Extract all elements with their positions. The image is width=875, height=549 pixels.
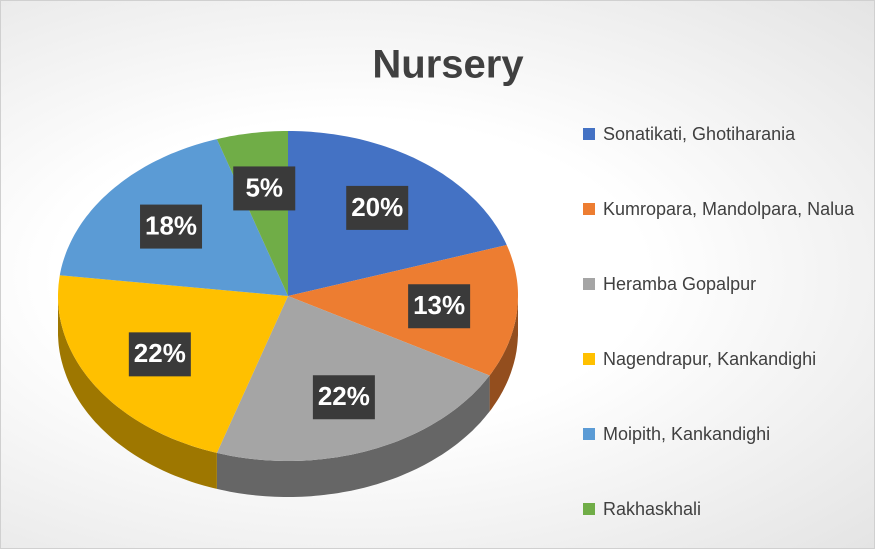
label-box — [346, 185, 409, 230]
legend-label: Nagendrapur, Kankandighi — [603, 349, 817, 369]
slice-side — [58, 296, 217, 489]
slice-side — [489, 296, 518, 412]
legend-swatch — [583, 353, 595, 365]
legend-swatch — [583, 278, 595, 290]
data-label: 22% — [318, 381, 370, 411]
label-box — [128, 332, 191, 377]
slice — [288, 245, 518, 376]
chart-title: Nursery — [372, 43, 524, 87]
legend-item: Nagendrapur, Kankandighi — [583, 346, 868, 372]
legend-item: Moipith, Kankandighi — [583, 421, 868, 447]
legend-label: Moipith, Kankandighi — [603, 424, 771, 444]
legend-swatch — [583, 428, 595, 440]
legend-label: Heramba Gopalpur — [603, 274, 757, 294]
data-label: 20% — [351, 192, 403, 222]
legend-item: Rakhaskhali — [583, 496, 868, 522]
label-box — [312, 375, 375, 420]
data-label: 18% — [145, 210, 197, 240]
legend-item: Sonatikati, Ghotiharania — [583, 121, 868, 147]
label-box — [233, 166, 296, 211]
legend-swatch — [583, 128, 595, 140]
legend-label: Rakhaskhali — [603, 499, 702, 519]
legend-label: Sonatikati, Ghotiharania — [603, 124, 796, 144]
legend-item: Kumropara, Mandolpara, Nalua — [583, 196, 868, 222]
data-label: 22% — [134, 338, 186, 368]
legend-swatch — [583, 203, 595, 215]
label-box — [408, 284, 471, 329]
legend-item: Heramba Gopalpur — [583, 271, 868, 297]
slice-side — [216, 375, 490, 497]
legend-swatch — [583, 503, 595, 515]
label-box — [140, 204, 203, 249]
data-label: 13% — [413, 290, 465, 320]
data-label: 5% — [245, 172, 283, 202]
legend-label: Kumropara, Mandolpara, Nalua — [603, 199, 855, 219]
